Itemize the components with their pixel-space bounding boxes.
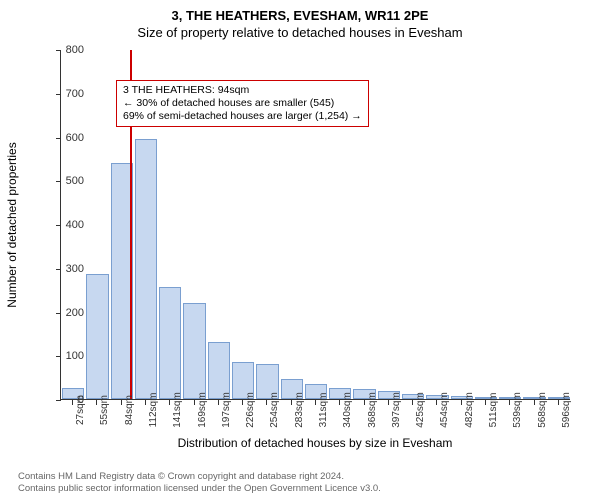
footer-line-2: Contains public sector information licen…: [18, 483, 381, 494]
x-tick: [291, 400, 292, 405]
x-tick-label: 568sqm: [537, 392, 548, 428]
x-tick: [534, 400, 535, 405]
x-tick: [145, 400, 146, 405]
footer: Contains HM Land Registry data © Crown c…: [18, 471, 381, 494]
y-axis-label: Number of detached properties: [5, 142, 19, 307]
x-tick: [266, 400, 267, 405]
y-tick-label: 200: [44, 307, 84, 319]
annotation-line-3: 69% of semi-detached houses are larger (…: [123, 110, 362, 123]
x-tick-label: 84sqm: [124, 395, 135, 425]
x-tick-label: 112sqm: [148, 393, 159, 428]
y-tick-label: 0: [44, 394, 84, 406]
x-tick: [339, 400, 340, 405]
y-tick-label: 600: [44, 132, 84, 144]
annotation-line-2: ← 30% of detached houses are smaller (54…: [123, 97, 362, 110]
x-tick: [461, 400, 462, 405]
x-tick: [412, 400, 413, 405]
y-tick-label: 700: [44, 88, 84, 100]
x-tick-label: 454sqm: [439, 392, 450, 428]
y-tick-label: 800: [44, 44, 84, 56]
x-tick: [169, 400, 170, 405]
x-tick: [388, 400, 389, 405]
histogram-bar: [183, 303, 205, 399]
x-tick: [509, 400, 510, 405]
x-tick-label: 482sqm: [464, 392, 475, 428]
histogram-bar: [208, 342, 230, 399]
x-tick: [96, 400, 97, 405]
y-tick-label: 300: [44, 263, 84, 275]
x-tick: [218, 400, 219, 405]
x-tick-label: 539sqm: [512, 392, 523, 428]
x-tick: [436, 400, 437, 405]
x-tick: [558, 400, 559, 405]
x-tick-label: 340sqm: [342, 392, 353, 428]
footer-line-1: Contains HM Land Registry data © Crown c…: [18, 471, 381, 482]
x-tick: [194, 400, 195, 405]
x-tick-label: 397sqm: [391, 392, 402, 428]
x-tick-label: 283sqm: [294, 392, 305, 428]
x-tick-label: 425sqm: [415, 392, 426, 428]
x-tick-label: 55sqm: [99, 395, 110, 425]
x-tick-label: 226sqm: [245, 392, 256, 428]
annotation-box: 3 THE HEATHERS: 94sqm ← 30% of detached …: [116, 80, 369, 127]
y-tick-label: 100: [44, 350, 84, 362]
x-tick-label: 254sqm: [269, 392, 280, 428]
subtitle: Size of property relative to detached ho…: [0, 23, 600, 40]
x-tick: [485, 400, 486, 405]
x-tick: [242, 400, 243, 405]
x-tick: [315, 400, 316, 405]
x-tick-label: 596sqm: [561, 392, 572, 428]
x-tick-label: 169sqm: [197, 392, 208, 428]
address-title: 3, THE HEATHERS, EVESHAM, WR11 2PE: [0, 0, 600, 23]
annotation-line-1: 3 THE HEATHERS: 94sqm: [123, 84, 362, 97]
histogram-bar: [159, 287, 181, 399]
x-tick: [364, 400, 365, 405]
x-tick-label: 511sqm: [488, 393, 499, 428]
y-tick-label: 400: [44, 219, 84, 231]
x-axis-label: Distribution of detached houses by size …: [60, 436, 570, 450]
chart-area: Number of detached properties Distributi…: [60, 50, 570, 400]
histogram-bar: [135, 139, 157, 399]
x-tick-label: 141sqm: [172, 392, 183, 428]
x-tick-label: 368sqm: [367, 392, 378, 428]
x-tick: [121, 400, 122, 405]
x-tick-label: 311sqm: [318, 393, 329, 428]
y-tick-label: 500: [44, 175, 84, 187]
histogram-bar: [86, 274, 108, 399]
x-tick-label: 197sqm: [221, 392, 232, 428]
chart-container: 3, THE HEATHERS, EVESHAM, WR11 2PE Size …: [0, 0, 600, 500]
